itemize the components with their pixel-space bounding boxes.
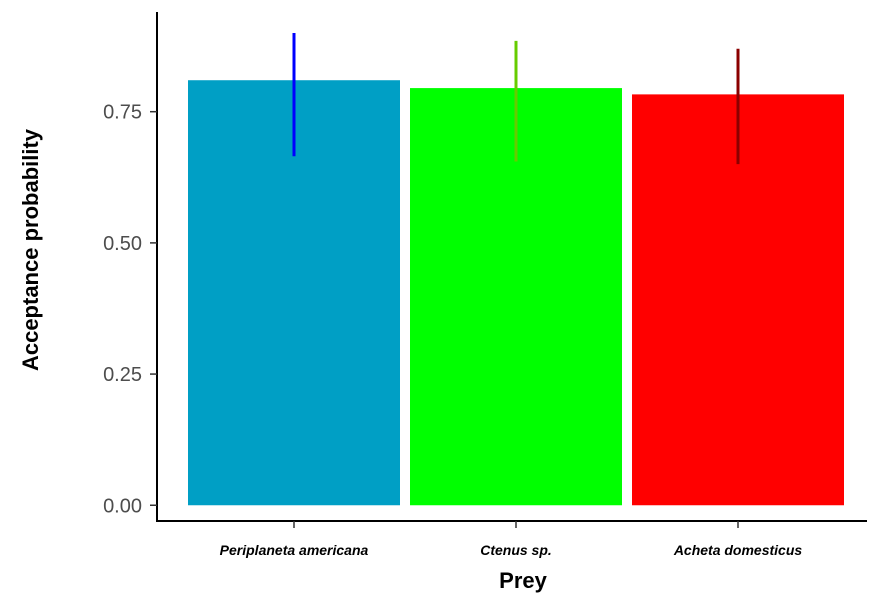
x-axis-title: Prey xyxy=(499,568,547,593)
error-bars-layer xyxy=(292,32,740,165)
x-tick-label: Acheta domesticus xyxy=(673,542,803,558)
y-tick-label: 0.00 xyxy=(103,495,142,517)
x-tick-label: Periplaneta americana xyxy=(220,542,369,558)
y-tick-label: 0.75 xyxy=(103,102,142,124)
x-tick-label: Ctenus sp. xyxy=(480,542,552,558)
y-axis-title: Acceptance probability xyxy=(18,128,43,371)
x-ticks-layer: Periplaneta americana Ctenus sp. Acheta do… xyxy=(220,521,803,558)
y-tick-label: 0.50 xyxy=(103,233,142,255)
y-ticks-layer: 0.00 0.25 0.50 0.75 xyxy=(103,102,157,517)
y-tick-label: 0.25 xyxy=(103,364,142,386)
